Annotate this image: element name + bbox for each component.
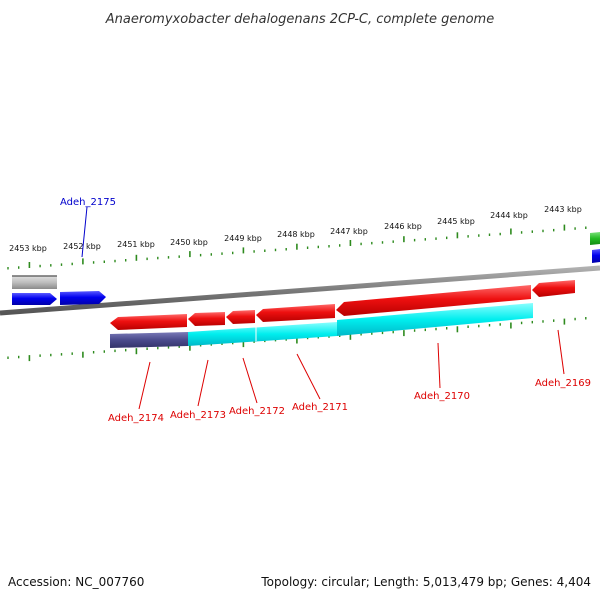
- leader-line-adeh-2171: [296, 353, 321, 400]
- scale-label: 2443 kbp: [544, 205, 582, 214]
- leader-line-adeh-2172: [242, 357, 258, 404]
- map-title: Anaeromyxobacter dehalogenans 2CP-C, com…: [105, 12, 494, 27]
- scale-label: 2446 kbp: [384, 222, 422, 231]
- scale-label: 2451 kbp: [117, 240, 155, 249]
- green-feature[interactable]: [590, 232, 600, 245]
- gene-label-adeh-2171[interactable]: Adeh_2171: [292, 402, 348, 413]
- leader-line-adeh-2169: [557, 329, 565, 375]
- gene-arrow-adeh-2174[interactable]: [110, 314, 187, 330]
- gene-label-adeh-2175[interactable]: Adeh_2175: [60, 197, 116, 208]
- leader-line-adeh-2170: [437, 342, 441, 389]
- cds-feature-cyan[interactable]: [188, 322, 337, 346]
- scale-label: 2448 kbp: [277, 230, 315, 239]
- gray-feature[interactable]: [12, 276, 57, 289]
- leader-line-adeh-2174: [138, 361, 151, 410]
- gene-label-adeh-2172[interactable]: Adeh_2172: [229, 406, 285, 417]
- gene-arrow-adeh-2172[interactable]: [226, 310, 255, 324]
- gene-arrow-adeh-2173[interactable]: [188, 312, 225, 326]
- scale-label: 2450 kbp: [170, 238, 208, 247]
- scale-ticks-upper: [7, 224, 587, 270]
- gene-label-adeh-2169[interactable]: Adeh_2169: [535, 378, 591, 389]
- gene-label-adeh-2170[interactable]: Adeh_2170: [414, 391, 470, 402]
- gene-label-adeh-2174[interactable]: Adeh_2174: [108, 413, 164, 424]
- gene-arrow-adeh-2175[interactable]: [60, 291, 106, 305]
- cds-feature-navy[interactable]: [110, 332, 188, 348]
- scale-labels: 2453 kbp 2452 kbp 2451 kbp 2450 kbp 2449…: [9, 205, 582, 253]
- cds-feature-cyan[interactable]: [337, 303, 533, 336]
- gene-arrow-adeh-2170[interactable]: [336, 285, 531, 316]
- scale-label: 2453 kbp: [9, 244, 47, 253]
- gene-arrow-adeh-2171[interactable]: [256, 304, 335, 322]
- genome-summary: Topology: circular; Length: 5,013,479 bp…: [260, 575, 591, 589]
- gene-arrow-forward[interactable]: [12, 293, 57, 305]
- scale-label: 2452 kbp: [63, 242, 101, 251]
- blue-feature-edge[interactable]: [592, 249, 600, 263]
- scale-label: 2444 kbp: [490, 211, 528, 220]
- scale-label: 2445 kbp: [437, 217, 475, 226]
- gene-label-adeh-2173[interactable]: Adeh_2173: [170, 410, 226, 421]
- label-leaders: [81, 206, 565, 410]
- leader-line-adeh-2173: [197, 359, 209, 407]
- genome-backbone: [0, 265, 600, 316]
- scale-label: 2449 kbp: [224, 234, 262, 243]
- scale-label: 2447 kbp: [330, 227, 368, 236]
- leader-line-adeh-2175: [81, 206, 88, 258]
- gene-arrow-adeh-2169[interactable]: [532, 280, 575, 297]
- accession-text: Accession: NC_007760: [8, 575, 144, 589]
